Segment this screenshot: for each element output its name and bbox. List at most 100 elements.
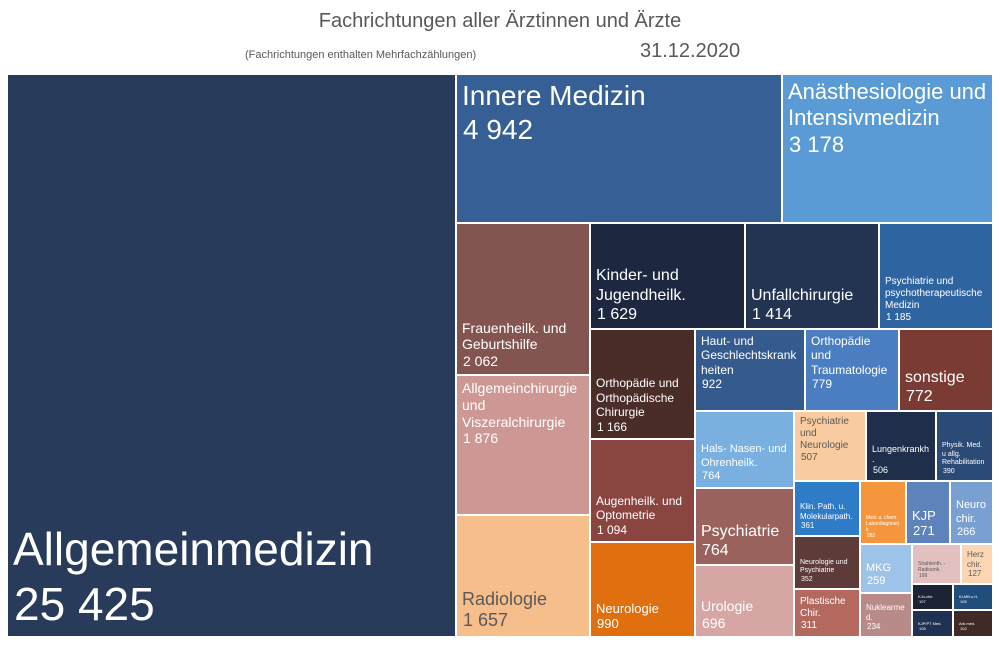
treemap-tile: Allgemeinchirurgie und Viszeralchirurgie… <box>457 376 589 514</box>
tile-label: Augenheilk. und Optometrie <box>596 493 683 523</box>
treemap-tile: Orthopädie und Orthopädische Chirurgie 1 … <box>591 330 694 438</box>
treemap-tile: Neurochir. 266 <box>951 482 992 543</box>
treemap-tile: Neurologie 990 <box>591 543 694 636</box>
treemap-tile: Anästhesiologie und Intensivmedizin 3 178 <box>783 75 992 222</box>
tile-value: 271 <box>913 523 935 539</box>
treemap-tile: Urologie 696 <box>696 566 793 636</box>
treemap-tile: Psychiatrie 764 <box>696 489 793 564</box>
tile-value: 105 <box>960 599 967 605</box>
tile-label: Hals- Nasen- und Ohrenheilk. <box>701 443 787 469</box>
tile-label: Strahlenth. - Radioonk. <box>918 561 946 573</box>
treemap-tile: Augenheilk. und Optometrie 1 094 <box>591 440 694 541</box>
tile-value: 282 <box>867 533 876 539</box>
treemap-tile: Psychiatrie und psychotherapeutische Med… <box>880 224 992 328</box>
treemap-tile: Neurologie und Psychiatrie 352 <box>795 537 859 588</box>
treemap-tile: Nuklearmed. 234 <box>861 594 911 636</box>
treemap-tile: Herzchir. 127 <box>962 545 992 583</box>
tile-value: 352 <box>801 575 813 583</box>
treemap-tile: Innere Medizin 4 942 <box>457 75 781 222</box>
tile-label: Physik. Med. u allg. Rehabilitation <box>942 442 985 467</box>
tile-label: Arb.med. <box>959 621 976 627</box>
tile-value: 2 062 <box>463 353 499 370</box>
tile-label: Allgemeinchirurgie und Viszeralchirurgie <box>462 380 578 430</box>
tile-value: 390 <box>943 467 955 475</box>
tile-label: sonstige <box>905 368 965 386</box>
chart-title: Fachrichtungen aller Ärztinnen und Ärzte <box>318 10 682 32</box>
treemap-tile: Kinder- und Jugendheilk. 1 629 <box>591 224 744 328</box>
tile-label: Nuklearmed. <box>866 603 905 622</box>
tile-label: Haut- und Geschlechtskrankheiten <box>701 334 797 377</box>
treemap-tile: Physik. Med. u allg. Rehabilitation 390 <box>937 412 992 480</box>
tile-label: Med. u. chem. Labordiagnostik <box>866 515 899 533</box>
tile-label: MKG <box>866 561 892 574</box>
treemap-tile: KJP 271 <box>907 482 949 543</box>
tile-value: 1 629 <box>597 305 638 323</box>
tile-value: 105 <box>919 626 926 632</box>
tile-value: 764 <box>702 541 729 559</box>
tile-value: 507 <box>801 452 818 463</box>
tile-value: 1 876 <box>463 430 499 447</box>
treemap-tile: Allgemeinmedizin 25 425 <box>8 75 455 636</box>
tile-label: Unfallchirurgie <box>751 286 854 304</box>
tile-label: KJu.chir. <box>918 594 934 600</box>
tile-label: Herzchir. <box>967 550 984 569</box>
tile-value: 102 <box>960 626 967 632</box>
tile-value: 696 <box>702 615 726 632</box>
treemap-tile: sonstige 772 <box>900 330 992 410</box>
tile-value: 234 <box>867 622 881 632</box>
tile-label: Innere Medizin <box>462 80 646 111</box>
tile-label: KJP <box>912 507 936 523</box>
tile-value: 199 <box>919 573 928 579</box>
tile-value: 764 <box>702 469 721 482</box>
treemap-tile: Lungenkrankh. 506 <box>867 412 935 480</box>
tile-label: Psychiatrie <box>701 522 780 540</box>
tile-label: Plastische Chir. <box>800 596 846 619</box>
tile-value: 3 178 <box>789 131 845 157</box>
tile-value: 4 942 <box>463 113 534 145</box>
treemap-tile: KJP/PT Med. 105 <box>913 611 952 636</box>
tile-value: 311 <box>801 620 817 631</box>
tile-value: 266 <box>957 525 976 538</box>
tile-label: Orthopädie und Traumatologie <box>811 334 888 377</box>
tile-label: Allgemeinmedizin <box>13 522 374 575</box>
treemap-tile: Klin. Path. u. Molekularpath. 361 <box>795 482 859 535</box>
treemap-tile: Frauenheilk. und Geburtshilfe 2 062 <box>457 224 589 374</box>
tile-value: 127 <box>968 569 982 579</box>
tile-value: 107 <box>919 599 926 605</box>
chart-date: 31.12.2020 <box>640 40 741 62</box>
tile-value: 772 <box>906 387 933 405</box>
tile-label: Urologie <box>701 598 754 615</box>
tile-value: 1 094 <box>597 522 628 537</box>
tile-label: Psychiatrie und psychotherapeutische Med… <box>885 276 983 311</box>
treemap-tile: Med. u. chem. Labordiagnostik 282 <box>861 482 905 543</box>
tile-label: Lungenkrankh. <box>872 443 930 465</box>
treemap-tile: Orthopädie und Traumatologie 779 <box>806 330 898 410</box>
treemap-tile: Hals- Nasen- und Ohrenheilk. 764 <box>696 412 793 487</box>
tile-label: Radiologie <box>462 588 548 609</box>
treemap-tile: KLMB.u.H. 105 <box>954 585 992 609</box>
tile-value: 1 185 <box>886 312 912 323</box>
treemap-tile: KJu.chir. 107 <box>913 585 952 609</box>
tile-label: Frauenheilk. und Geburtshilfe <box>462 319 567 353</box>
tile-value: 990 <box>597 616 619 632</box>
tile-label: Neurochir. <box>956 499 986 525</box>
tile-label: Anästhesiologie und Intensivmedizin <box>788 79 987 131</box>
treemap-tile: Plastische Chir. 311 <box>795 590 859 636</box>
tile-label: Neurologie <box>596 600 659 616</box>
tile-value: 25 425 <box>14 577 155 630</box>
tile-label: Klin. Path. u. Molekularpath. <box>800 502 853 521</box>
treemap-tile: Radiologie 1 657 <box>457 516 589 636</box>
tile-value: 922 <box>702 377 723 392</box>
tile-label: Neurologie und Psychiatrie <box>800 558 848 575</box>
tile-label: KJP/PT Med. <box>918 621 942 627</box>
tile-label: Orthopädie und Orthopädische Chirurgie <box>596 376 679 420</box>
tile-label: KLMB.u.H. <box>959 594 979 600</box>
tile-value: 361 <box>801 521 815 531</box>
chart-subtitle: (Fachrichtungen enthalten Mehrfachzählun… <box>245 49 477 61</box>
tile-value: 1 657 <box>463 610 509 631</box>
treemap-tile: Psychiatrie und Neurologie 507 <box>795 412 865 480</box>
tile-value: 779 <box>812 377 833 392</box>
tile-label: Kinder- und Jugendheilk. <box>596 267 686 304</box>
tile-value: 506 <box>873 465 889 476</box>
